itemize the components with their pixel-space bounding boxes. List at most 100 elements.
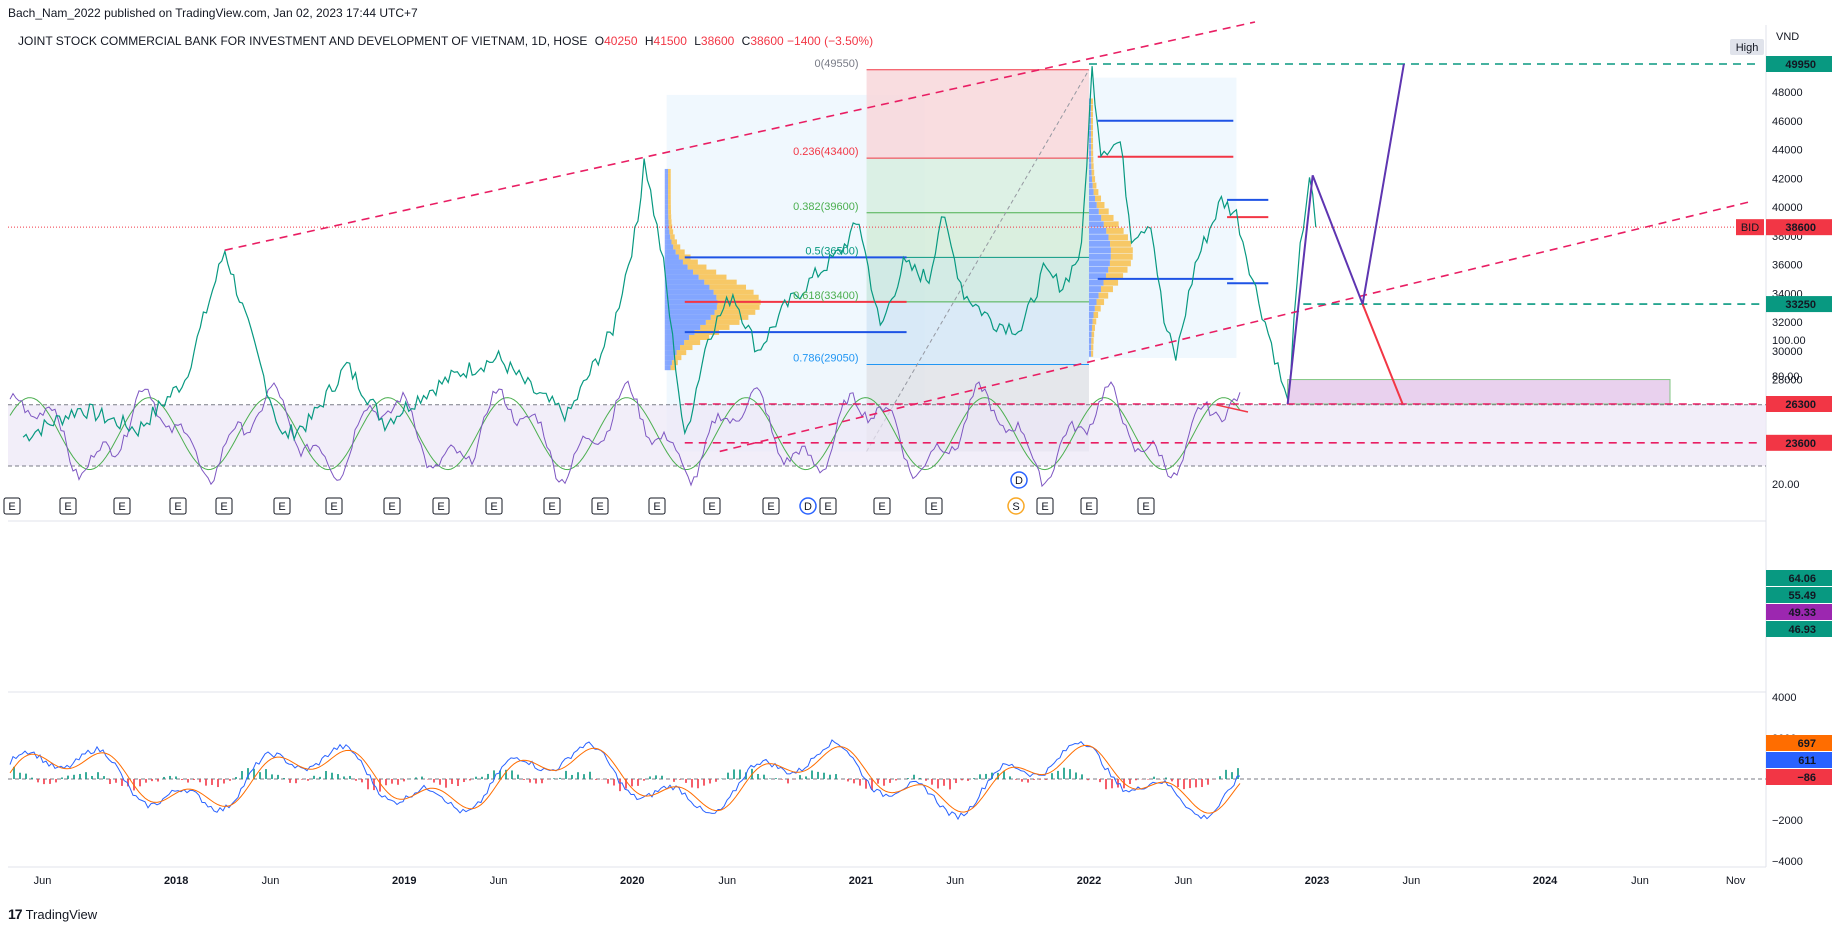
macd-histogram-bar	[379, 779, 381, 792]
volume-profile-bar	[668, 224, 673, 230]
macd-histogram-bar	[1051, 773, 1053, 779]
macd-histogram-bar	[1225, 769, 1227, 779]
macd-histogram-bar	[1021, 779, 1023, 782]
volume-profile-bar	[1093, 189, 1099, 196]
event-marker-earnings	[3, 497, 21, 515]
rsi-tick-label: 20.00	[1772, 479, 1800, 491]
volume-profile-bar	[1088, 156, 1092, 163]
macd-histogram-bar	[709, 779, 711, 784]
fib-zone	[866, 69, 1089, 159]
event-marker-letter: E	[930, 501, 937, 513]
volume-profile-bar	[664, 199, 669, 205]
fib-trend-line	[866, 69, 1090, 452]
macd-histogram-bar	[1117, 779, 1119, 788]
macd-histogram-bar	[433, 779, 435, 783]
fib-zone	[866, 257, 1089, 302]
event-marker-letter: E	[878, 501, 885, 513]
high-label: H	[644, 34, 654, 48]
macd-histogram-bar	[1105, 779, 1107, 790]
macd-histogram-bar	[613, 779, 615, 786]
macd-histogram-bar	[199, 779, 201, 783]
volume-profile-bar	[1088, 202, 1097, 209]
volume-profile-bar	[1093, 311, 1099, 318]
time-tick-label: Jun	[262, 875, 280, 887]
macd-histogram-bar	[577, 772, 579, 779]
macd-tick-label: 4000	[1772, 692, 1796, 704]
volume-profile-bar	[1110, 253, 1133, 260]
macd-histogram-bar	[1111, 779, 1113, 789]
macd-histogram-bar	[835, 774, 837, 779]
macd-histogram-bar	[211, 779, 213, 785]
volume-profile-bar	[709, 284, 747, 290]
macd-value-badge	[1766, 769, 1832, 785]
volume-profile-bar	[664, 209, 669, 215]
volume-profile-bar	[684, 340, 701, 346]
event-marker-earnings	[383, 497, 401, 515]
volume-profile-bar	[1088, 169, 1092, 176]
macd-histogram-bar	[553, 778, 555, 779]
volume-profile-bar	[668, 204, 671, 210]
macd-histogram-bar	[217, 779, 219, 788]
macd-histogram-bar	[1003, 770, 1005, 779]
macd-histogram-bar	[445, 779, 447, 788]
macd-histogram-bar	[283, 778, 285, 779]
macd-histogram-bar	[1099, 779, 1101, 783]
volume-profile-bar	[664, 340, 685, 346]
tradingview-logo-icon: 17	[8, 906, 23, 922]
macd-histogram-bar	[415, 777, 417, 779]
volume-profile-bar	[1088, 299, 1097, 306]
bid-tag	[1736, 219, 1764, 236]
rsi-value-label: 49.33	[1788, 607, 1816, 619]
time-tick-label: 2021	[849, 875, 873, 887]
macd-histogram-bar	[439, 779, 441, 785]
level-26300-label: 26300	[1785, 399, 1816, 411]
volume-profile-bar	[678, 254, 691, 260]
macd-tick-label: −4000	[1772, 856, 1803, 868]
event-marker-s	[1007, 497, 1025, 515]
macd-histogram-bar	[1057, 770, 1059, 779]
macd-histogram-bar	[973, 778, 975, 779]
event-marker-earnings	[59, 497, 77, 515]
tradingview-logo[interactable]: 17 TradingView	[8, 906, 97, 922]
change-value: −1400 (−3.50%)	[787, 34, 874, 48]
volume-profile-bar	[1091, 324, 1095, 331]
event-marker-letter: E	[490, 501, 497, 513]
event-marker-earnings	[432, 497, 450, 515]
macd-signal-line	[9, 744, 1241, 814]
level-26300-badge	[1766, 396, 1832, 412]
macd-histogram-bar	[19, 772, 21, 779]
volume-profile-bar	[1103, 279, 1119, 286]
macd-histogram-bar	[829, 774, 831, 779]
macd-histogram-bar	[703, 779, 705, 786]
macd-histogram-bar	[697, 779, 699, 789]
volume-profile-bar	[1091, 350, 1094, 357]
event-marker-earnings	[591, 497, 609, 515]
macd-histogram-bar	[181, 779, 183, 781]
volume-profile-bar	[664, 189, 669, 195]
macd-value-label: −86	[1797, 772, 1816, 784]
event-marker-letter: E	[118, 501, 125, 513]
volume-profile-bar	[1088, 234, 1109, 241]
volume-profile-bar	[1088, 311, 1094, 318]
current-price-badge	[1766, 219, 1832, 236]
volume-profile-bar	[1088, 150, 1092, 157]
volume-profile-bar	[1091, 337, 1094, 344]
volume-profile-bar	[664, 289, 714, 295]
macd-histogram-bar	[847, 779, 849, 782]
macd-histogram-bar	[43, 779, 45, 785]
low-value: 38600	[700, 34, 735, 48]
volume-profile-bar	[669, 229, 674, 235]
volume-profile-bar	[1101, 214, 1114, 221]
volume-profile-bar	[710, 314, 749, 320]
time-tick-label: 2019	[392, 875, 416, 887]
event-marker-letter: E	[767, 501, 774, 513]
macd-histogram-bar	[493, 770, 495, 779]
volume-profile-bar	[664, 294, 717, 300]
volume-profile-bar	[1088, 214, 1102, 221]
volume-profile-bar	[1088, 260, 1110, 267]
time-tick-label: 2018	[164, 875, 188, 887]
volume-profile-bar	[1100, 286, 1113, 293]
volume-profile-bar	[1092, 182, 1097, 189]
macd-histogram-bar	[223, 779, 225, 784]
